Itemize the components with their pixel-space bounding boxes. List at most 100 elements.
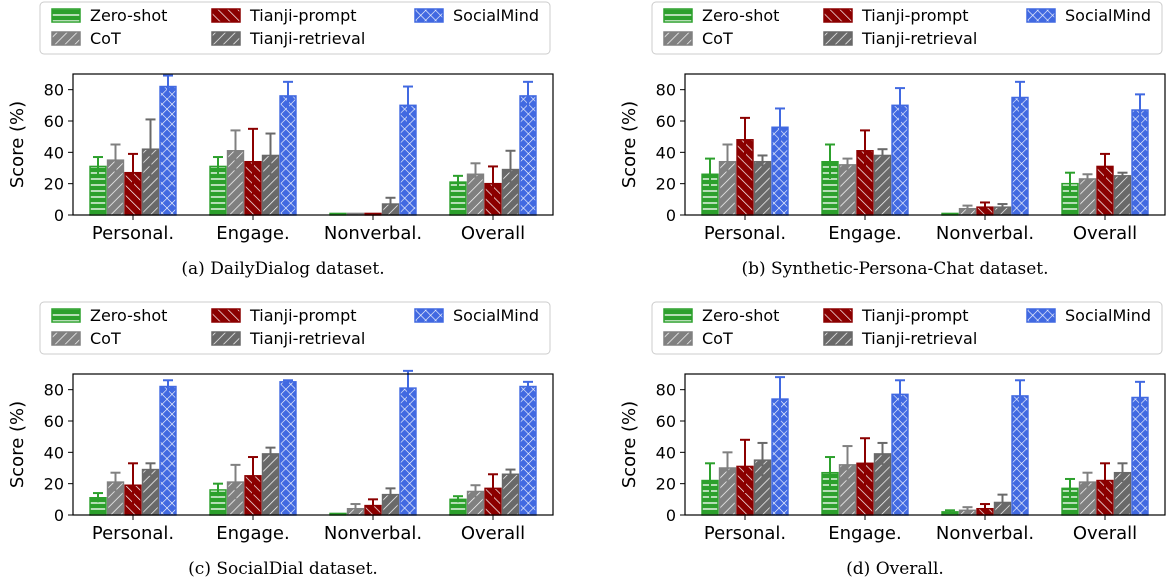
bar [279,381,297,516]
error-bar [488,473,498,503]
error-bar [128,152,138,192]
error-bar [385,196,396,211]
error-bar [705,462,715,498]
error-bar [230,463,241,500]
x-tick-label: Personal. [704,223,786,244]
bar [244,475,262,516]
legend-swatch-socialmind [414,308,444,323]
y-tick-label: 20 [44,475,64,494]
error-bar [1065,477,1075,498]
bar [124,171,142,216]
error-bar [505,468,516,479]
legend-label: Zero-shot [90,6,167,25]
bar [501,473,520,516]
error-bar [145,462,156,476]
x-tick-label: Engage. [216,523,289,544]
error-bar [1117,171,1128,179]
x-tick-label: Engage. [216,223,289,244]
legend-label: Tianji-retrieval [249,329,365,348]
legend-swatch-tianji-retrieval [823,331,853,346]
error-bar [722,143,733,179]
error-bar [997,203,1008,211]
bar [873,154,892,216]
error-bar [1082,173,1093,184]
legend-swatch-tianji-retrieval [211,31,241,46]
error-bar [403,369,413,406]
error-bar [350,503,361,514]
y-axis-label: Score (%) [7,101,28,188]
error-bar [368,498,378,512]
legend-label: SocialMind [453,6,539,25]
bar [209,165,227,216]
legend-swatch-tianji-prompt [823,8,853,23]
bar [159,85,177,216]
error-bar [1135,93,1145,126]
legend-swatch-socialmind [1026,8,1056,23]
x-tick-label: Nonverbal. [936,523,1034,544]
error-bar [265,132,276,178]
legend: Zero-shot Tianji-prompt SocialMind CoT Tianj… [39,1,551,55]
error-bar [775,107,785,147]
x-tick-label: Personal. [704,523,786,544]
bar [1113,175,1132,216]
x-tick-label: Nonverbal. [324,223,422,244]
legend-swatch-tianji-retrieval [211,331,241,346]
error-bar [283,379,293,384]
error-bar [110,143,121,176]
error-bar [470,484,481,498]
panel-3: Zero-shot Tianji-prompt SocialMind CoT Tianj… [7,301,554,579]
y-tick-label: 20 [656,175,676,194]
error-bar [110,471,121,492]
panel-1: Zero-shot Tianji-prompt SocialMind CoT Tianj… [7,1,554,279]
error-bar [945,509,955,514]
bar [519,385,537,516]
legend-label: Zero-shot [90,306,167,325]
legend-swatch-tianji-prompt [211,8,241,23]
error-bar [980,503,990,514]
error-bar [403,85,413,125]
bar [89,165,107,216]
error-bar [860,129,870,172]
bar [399,387,417,516]
legend-swatch-cot [51,31,81,46]
error-bar [825,456,835,489]
legend-label: Tianji-retrieval [861,329,977,348]
error-bar [163,379,173,393]
panel-caption: (a) DailyDialog dataset. [181,259,384,279]
legend: Zero-shot Tianji-prompt SocialMind CoT Tianj… [651,301,1163,355]
y-tick-label: 40 [44,143,64,162]
panel-4: Zero-shot Tianji-prompt SocialMind CoT Tianj… [619,301,1166,579]
error-bar [93,156,103,176]
error-bar [488,165,498,201]
bar [519,95,537,216]
bar [1113,471,1132,516]
error-bar [230,129,241,172]
legend-label: Zero-shot [702,6,779,25]
error-bar [1100,462,1110,498]
legend-label: Tianji-prompt [249,6,357,25]
y-tick-label: 60 [656,412,676,431]
error-bar [523,380,533,392]
legend-swatch-zero-shot [663,308,693,323]
bar [449,498,467,516]
panel-2: Zero-shot Tianji-prompt SocialMind CoT Tianj… [619,1,1166,279]
legend-swatch-tianji-prompt [211,308,241,323]
legend-label: Tianji-retrieval [249,29,365,48]
error-bar [1015,80,1025,114]
bar [838,464,857,516]
y-tick-label: 40 [656,443,676,462]
bar [449,181,467,216]
legend-swatch-tianji-prompt [823,308,853,323]
axes: Personal. Engage. Nonverbal. Overall 0 20 40 60… [656,73,1166,244]
bar [873,453,892,516]
plot-frame [684,373,1166,516]
error-bar [860,437,870,489]
error-bar [825,143,835,179]
bar [1078,481,1097,516]
y-axis-label: Score (%) [619,401,640,488]
error-bar [1100,152,1110,179]
y-tick-label: 40 [44,443,64,462]
error-bar [163,74,173,98]
error-bar [962,204,973,212]
